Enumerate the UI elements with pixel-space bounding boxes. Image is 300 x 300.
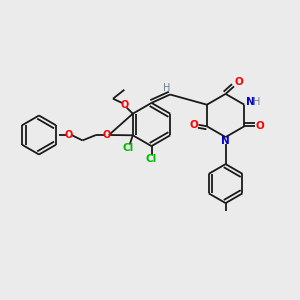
Text: O: O — [102, 130, 111, 140]
Text: O: O — [189, 120, 198, 130]
Text: N: N — [246, 97, 255, 107]
Text: O: O — [234, 77, 243, 87]
Text: O: O — [65, 130, 73, 140]
Text: H: H — [163, 83, 170, 93]
Text: O: O — [256, 121, 264, 131]
Text: Cl: Cl — [146, 154, 157, 164]
Text: H: H — [253, 97, 261, 107]
Text: O: O — [120, 100, 128, 110]
Text: N: N — [221, 136, 230, 146]
Text: Cl: Cl — [123, 143, 134, 153]
